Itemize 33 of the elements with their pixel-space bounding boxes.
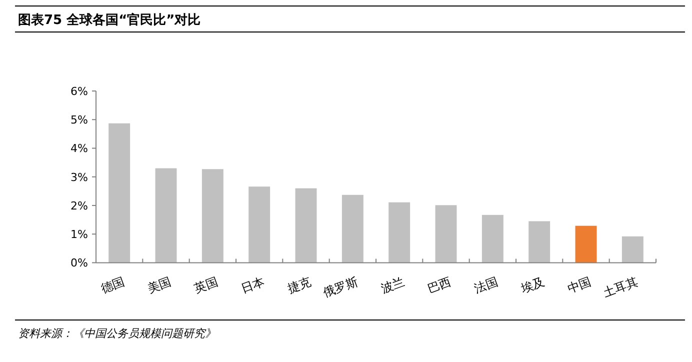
bar xyxy=(248,186,270,263)
x-tick-label: 捷克 xyxy=(286,274,314,296)
x-tick-label: 波兰 xyxy=(379,274,406,296)
x-tick-label: 俄罗斯 xyxy=(321,274,360,300)
y-tick-label: 3% xyxy=(70,170,88,184)
bar xyxy=(482,214,504,263)
x-tick-label: 中国 xyxy=(566,274,594,296)
y-tick-label: 0% xyxy=(70,256,88,270)
bar xyxy=(435,205,457,263)
x-tick-label: 美国 xyxy=(146,274,174,296)
y-tick-label: 4% xyxy=(70,142,88,156)
bar xyxy=(388,202,410,263)
x-tick-label: 巴西 xyxy=(426,274,454,296)
x-tick-label: 埃及 xyxy=(518,274,546,296)
bar xyxy=(575,226,597,263)
x-tick-label: 日本 xyxy=(239,274,266,296)
x-tick-label: 英国 xyxy=(192,274,220,296)
text: 资料来源：《中国公务员规模问题研究》 xyxy=(18,327,216,340)
bar xyxy=(202,169,224,263)
chart-title: 图表75 全球各国“官民比”对比 xyxy=(18,12,201,28)
y-tick-label: 6% xyxy=(70,85,88,98)
y-tick-label: 2% xyxy=(70,199,88,212)
bar xyxy=(342,194,364,263)
x-tick-label: 土耳其 xyxy=(601,274,640,300)
bar xyxy=(295,188,317,263)
bar xyxy=(622,236,644,263)
y-tick-label: 5% xyxy=(70,114,88,127)
x-tick-label: 德国 xyxy=(99,274,126,296)
bar xyxy=(108,123,130,263)
x-tick-label: 法国 xyxy=(472,274,500,296)
bar xyxy=(528,221,550,263)
y-tick-label: 1% xyxy=(70,228,88,242)
bar xyxy=(155,168,177,263)
